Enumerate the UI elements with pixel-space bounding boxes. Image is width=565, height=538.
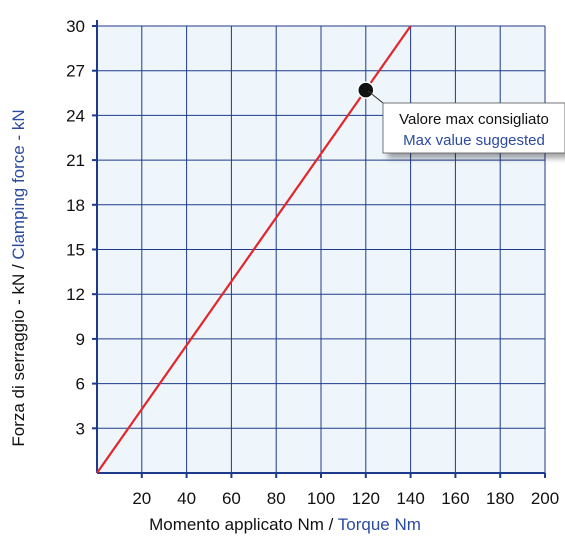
callout: Valore max consigliato Max value suggest…: [367, 90, 565, 154]
x-tick-labels: 20 40 60 80 100 120 140 160 180 200: [132, 489, 559, 508]
y-tick-label: 6: [76, 375, 85, 394]
y-tick-labels: 3 6 9 12 15 18 21 24 27 30: [66, 17, 85, 438]
max-value-point: [357, 81, 375, 99]
x-axis-title-sep: /: [324, 515, 338, 534]
x-tick-label: 20: [132, 489, 151, 508]
x-axis-title: Momento applicato Nm / Torque Nm: [149, 515, 421, 534]
x-tick-label: 80: [267, 489, 286, 508]
y-tick-label: 30: [66, 17, 85, 36]
callout-line1: Valore max consigliato: [399, 111, 549, 128]
x-axis-title-it: Momento applicato Nm: [149, 515, 324, 534]
series-group: [96, 25, 412, 474]
y-tick-label: 27: [66, 62, 85, 81]
x-tick-label: 180: [486, 489, 514, 508]
grid: [97, 25, 546, 473]
x-tick-label: 200: [531, 489, 559, 508]
callout-leader: [367, 90, 384, 104]
y-tick-label: 9: [76, 330, 85, 349]
callout-line2: Max value suggested: [403, 132, 545, 149]
y-tick-label: 12: [66, 285, 85, 304]
y-tick-label: 18: [66, 196, 85, 215]
x-tick-label: 160: [441, 489, 469, 508]
x-axis-title-en: Torque Nm: [338, 515, 421, 534]
y-axis-title: Forza di serraggio - kN / Clamping force…: [9, 109, 28, 446]
callout-box: [382, 102, 565, 154]
axes: [92, 20, 546, 478]
x-tick-label: 120: [352, 489, 380, 508]
x-tick-label: 140: [396, 489, 424, 508]
y-axis-title-sep: /: [9, 260, 28, 274]
x-tick-label: 100: [307, 489, 335, 508]
y-tick-label: 24: [66, 106, 85, 125]
y-axis-title-en: Clamping force - kN: [9, 109, 28, 259]
x-tick-label: 40: [177, 489, 196, 508]
series-line: [96, 25, 412, 474]
y-axis-title-it: Forza di serraggio - kN: [9, 274, 28, 447]
y-tick-label: 21: [66, 151, 85, 170]
y-tick-label: 15: [66, 241, 85, 260]
y-tick-label: 3: [76, 419, 85, 438]
x-tick-label: 60: [222, 489, 241, 508]
